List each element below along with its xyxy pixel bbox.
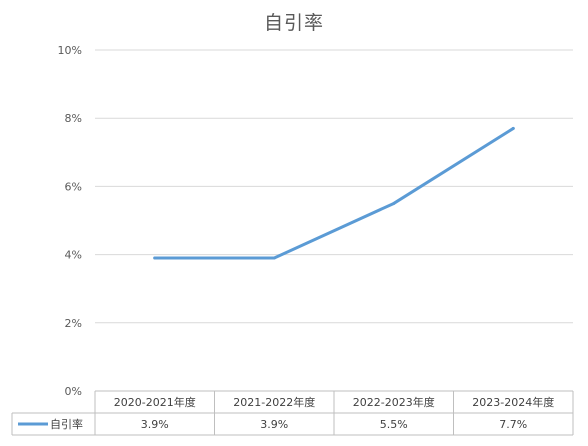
table-value: 3.9% (260, 418, 288, 431)
y-tick-label: 6% (65, 180, 82, 193)
category-label: 2020-2021年度 (114, 395, 196, 409)
legend-label: 自引率 (50, 417, 83, 431)
y-tick-label: 10% (58, 44, 82, 57)
category-label: 2022-2023年度 (353, 395, 435, 409)
table-value: 3.9% (141, 418, 169, 431)
data-point (272, 256, 276, 260)
y-tick-label: 4% (65, 249, 82, 262)
y-tick-label: 0% (65, 385, 82, 398)
table-value: 5.5% (380, 418, 408, 431)
data-point (153, 256, 157, 260)
y-tick-label: 8% (65, 112, 82, 125)
category-label: 2023-2024年度 (472, 395, 554, 409)
y-tick-label: 2% (65, 317, 82, 330)
category-label: 2021-2022年度 (233, 395, 315, 409)
table-value: 7.7% (499, 418, 527, 431)
chart-title: 自引率 (263, 12, 324, 34)
data-point (511, 126, 515, 130)
data-point (392, 201, 396, 205)
series-line (153, 126, 515, 260)
